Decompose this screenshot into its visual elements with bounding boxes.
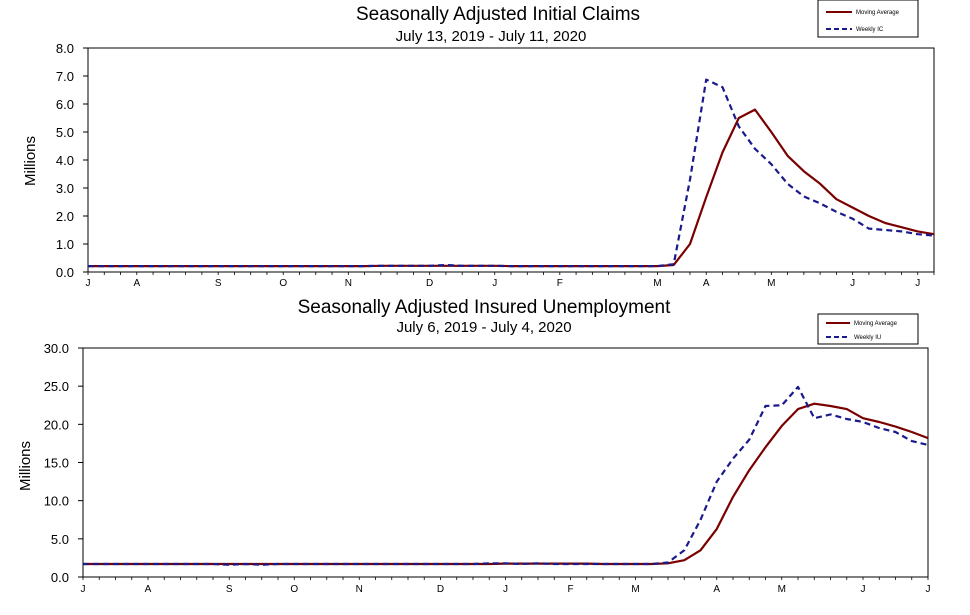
chart-subtitle: July 13, 2019 - July 11, 2020 xyxy=(396,28,587,45)
x-tick-label: J xyxy=(81,584,86,595)
x-tick-label: J xyxy=(915,278,920,289)
series-group xyxy=(83,385,929,566)
y-tick-label: 6.0 xyxy=(56,97,74,112)
y-axis-title: Millions xyxy=(17,441,34,491)
x-tick-label: S xyxy=(226,584,233,595)
y-tick-label: 10.0 xyxy=(44,494,69,509)
x-tick-label: J xyxy=(861,584,866,595)
y-tick-label: 1.0 xyxy=(56,237,74,252)
legend: Moving Average Weekly IU xyxy=(817,313,919,345)
x-tick-label: N xyxy=(356,584,363,595)
x-tick-label: F xyxy=(557,278,563,289)
y-axis: 0.0 5.0 10.0 15.0 20.0 25.0 30.0 xyxy=(44,341,83,585)
y-tick-label: 0.0 xyxy=(51,570,69,585)
y-axis: 0.0 1.0 2.0 3.0 4.0 5.0 6.0 7.0 8.0 xyxy=(56,41,88,280)
x-tick-label: A xyxy=(133,278,140,289)
y-axis-title: Millions xyxy=(22,136,39,186)
x-tick-label: M xyxy=(631,584,639,595)
chart-subtitle: July 6, 2019 - July 4, 2020 xyxy=(396,319,571,336)
x-tick-label: J xyxy=(503,584,508,595)
y-tick-label: 7.0 xyxy=(56,69,74,84)
legend-box xyxy=(817,0,919,38)
x-tick-label: D xyxy=(426,278,433,289)
legend-label-moving-average: Moving Average xyxy=(854,321,898,327)
x-tick-label: S xyxy=(215,278,222,289)
y-tick-label: 5.0 xyxy=(56,125,74,140)
y-tick-label: 25.0 xyxy=(44,379,69,394)
y-tick-label: 30.0 xyxy=(44,341,69,356)
series-group xyxy=(88,78,935,268)
initial-claims-chart: Seasonally Adjusted Initial Claims July … xyxy=(22,0,935,289)
x-tick-label: D xyxy=(437,584,444,595)
y-tick-label: 5.0 xyxy=(51,532,69,547)
x-tick-label: J xyxy=(86,278,91,289)
x-tick-label: M xyxy=(653,278,661,289)
series-line-weekly-iu xyxy=(83,385,929,566)
legend-label-moving-average: Moving Average xyxy=(856,10,900,16)
legend-label-weekly-iu: Weekly IU xyxy=(854,335,881,341)
y-tick-label: 8.0 xyxy=(56,41,74,56)
y-tick-label: 15.0 xyxy=(44,456,69,471)
x-tick-label: O xyxy=(279,278,287,289)
y-tick-label: 20.0 xyxy=(44,417,69,432)
plot-area xyxy=(87,47,935,273)
x-tick-label: J xyxy=(850,278,855,289)
legend: Moving Average Weekly IC xyxy=(817,0,919,38)
x-tick-label: N xyxy=(345,278,352,289)
y-tick-label: 4.0 xyxy=(56,153,74,168)
series-line-weekly-ic xyxy=(88,78,935,268)
x-tick-label: A xyxy=(713,584,720,595)
x-tick-label: J xyxy=(926,584,931,595)
legend-label-weekly-ic: Weekly IC xyxy=(856,27,884,33)
x-tick-label: F xyxy=(567,584,573,595)
x-tick-label: O xyxy=(290,584,298,595)
y-tick-label: 3.0 xyxy=(56,181,74,196)
chart-title: Seasonally Adjusted Initial Claims xyxy=(356,4,640,25)
chart-title: Seasonally Adjusted Insured Unemployment xyxy=(298,297,672,318)
x-tick-label: J xyxy=(492,278,497,289)
y-tick-label: 2.0 xyxy=(56,209,74,224)
x-tick-label: M xyxy=(778,584,786,595)
plot-area xyxy=(82,347,929,578)
legend-box xyxy=(817,313,919,345)
x-tick-label: A xyxy=(703,278,710,289)
y-tick-label: 0.0 xyxy=(56,265,74,280)
x-tick-label: M xyxy=(767,278,775,289)
insured-unemployment-chart: Seasonally Adjusted Insured Unemployment… xyxy=(17,297,931,595)
x-tick-label: A xyxy=(145,584,152,595)
